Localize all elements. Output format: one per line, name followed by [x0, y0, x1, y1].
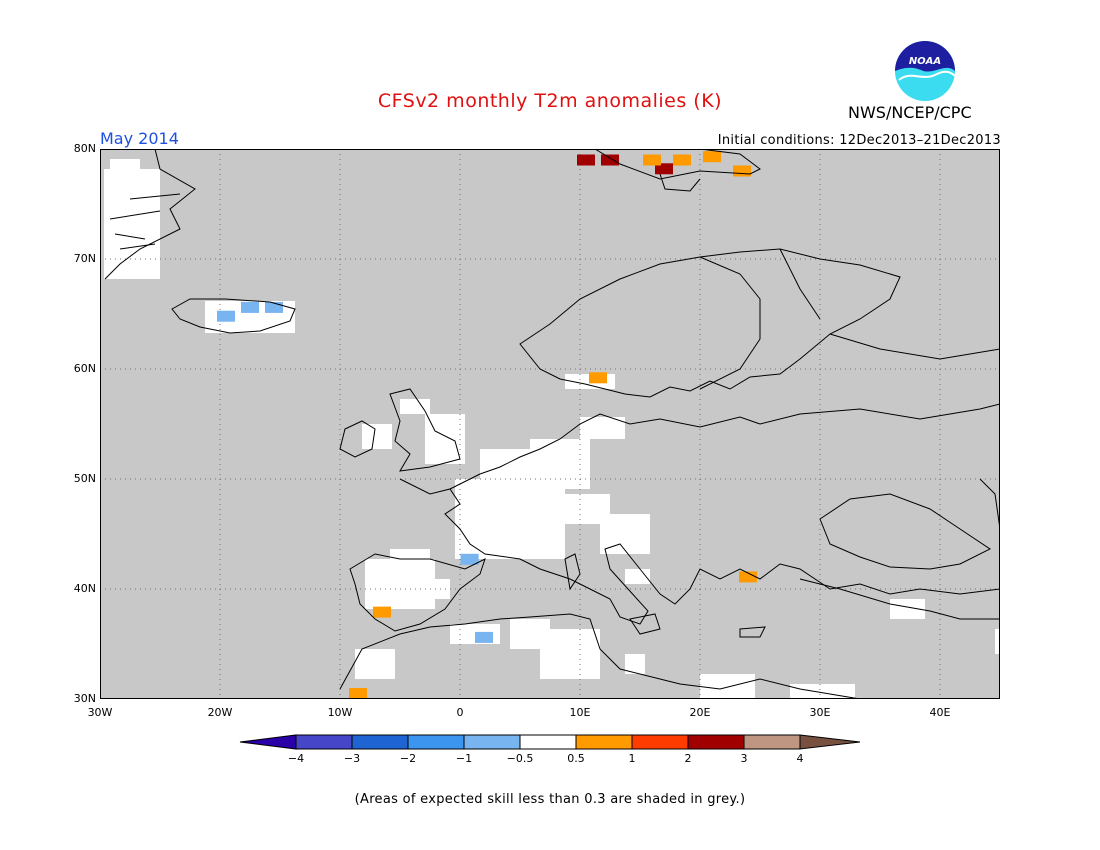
colorbar-right-arrow [799, 734, 861, 750]
colorbar-bin-3 [407, 734, 465, 750]
colorbar-label-minus-2: −2 [399, 752, 417, 765]
map-title: CFSv2 monthly T2m anomalies (K) [377, 90, 723, 112]
colorbar-bin-9 [743, 734, 801, 750]
anomaly-cell-1 [601, 154, 619, 166]
lat-label-60n: 60N [73, 362, 96, 375]
skill-footnote: (Areas of expected skill less than 0.3 a… [354, 792, 746, 807]
colorbar-bin-1 [295, 734, 353, 750]
colorbar-label-minus-0-5: −0.5 [506, 752, 534, 765]
white-neutral-regions [104, 159, 1000, 699]
anomaly-cell-4 [673, 154, 691, 166]
colorbar-label-2: 2 [684, 752, 692, 765]
lat-label-50n: 50N [73, 472, 96, 485]
lon-label-20w: 20W [207, 706, 233, 719]
colorbar-label-4: 4 [796, 752, 804, 765]
colorbar-label-3: 3 [740, 752, 748, 765]
anomaly-cell-5 [703, 151, 721, 163]
colorbar-label-minus-1: −1 [455, 752, 473, 765]
lon-label-40e: 40E [929, 706, 951, 719]
noaa-logo: NOAA [895, 41, 956, 101]
anomaly-cell-12 [373, 606, 391, 618]
colorbar-bin-8 [687, 734, 745, 750]
lon-label-10w: 10W [327, 706, 353, 719]
lon-label-0: 0 [456, 706, 464, 719]
lon-label-30e: 30E [809, 706, 831, 719]
anomaly-cell-13 [475, 631, 493, 643]
lon-label-30w: 30W [87, 706, 113, 719]
anomaly-cell-6 [733, 165, 751, 177]
colorbar-left-arrow [239, 734, 297, 750]
lat-label-70n: 70N [73, 252, 96, 265]
anomaly-cell-14 [349, 688, 367, 699]
lat-label-40n: 40N [73, 582, 96, 595]
colorbar-label-minus-3: −3 [343, 752, 361, 765]
anomaly-cell-2 [655, 163, 673, 175]
lat-label-80n: 80N [73, 142, 96, 155]
anomaly-cell-3 [643, 154, 661, 166]
colorbar [239, 734, 861, 750]
anomaly-cell-0 [577, 154, 595, 166]
anomaly-cells [217, 151, 757, 699]
anomaly-cell-9 [217, 310, 235, 322]
anomaly-cell-15 [739, 571, 757, 583]
anomaly-cell-8 [265, 301, 283, 313]
colorbar-label-0-5: 0.5 [567, 752, 585, 765]
colorbar-bin-5 [519, 734, 577, 750]
anomaly-cell-10 [589, 372, 607, 384]
anomaly-cell-7 [241, 301, 259, 313]
colorbar-bin-4 [463, 734, 521, 750]
colorbar-bin-6 [575, 734, 633, 750]
coastlines [104, 149, 1000, 699]
low-skill-background [100, 149, 1000, 699]
colorbar-label-minus-4: −4 [287, 752, 305, 765]
agency-label: NWS/NCEP/CPC [848, 103, 972, 122]
lon-label-20e: 20E [689, 706, 711, 719]
colorbar-label-1: 1 [628, 752, 636, 765]
forecast-month: May 2014 [100, 129, 179, 148]
lon-label-10e: 10E [569, 706, 591, 719]
initial-conditions: Initial conditions: 12Dec2013–21Dec2013 [717, 133, 1001, 148]
lat-label-30n: 30N [73, 692, 96, 705]
noaa-logo-text: NOAA [909, 56, 941, 67]
anomaly-map [100, 149, 1000, 699]
anomaly-cell-11 [460, 553, 479, 565]
colorbar-bin-7 [631, 734, 689, 750]
colorbar-bin-2 [351, 734, 409, 750]
